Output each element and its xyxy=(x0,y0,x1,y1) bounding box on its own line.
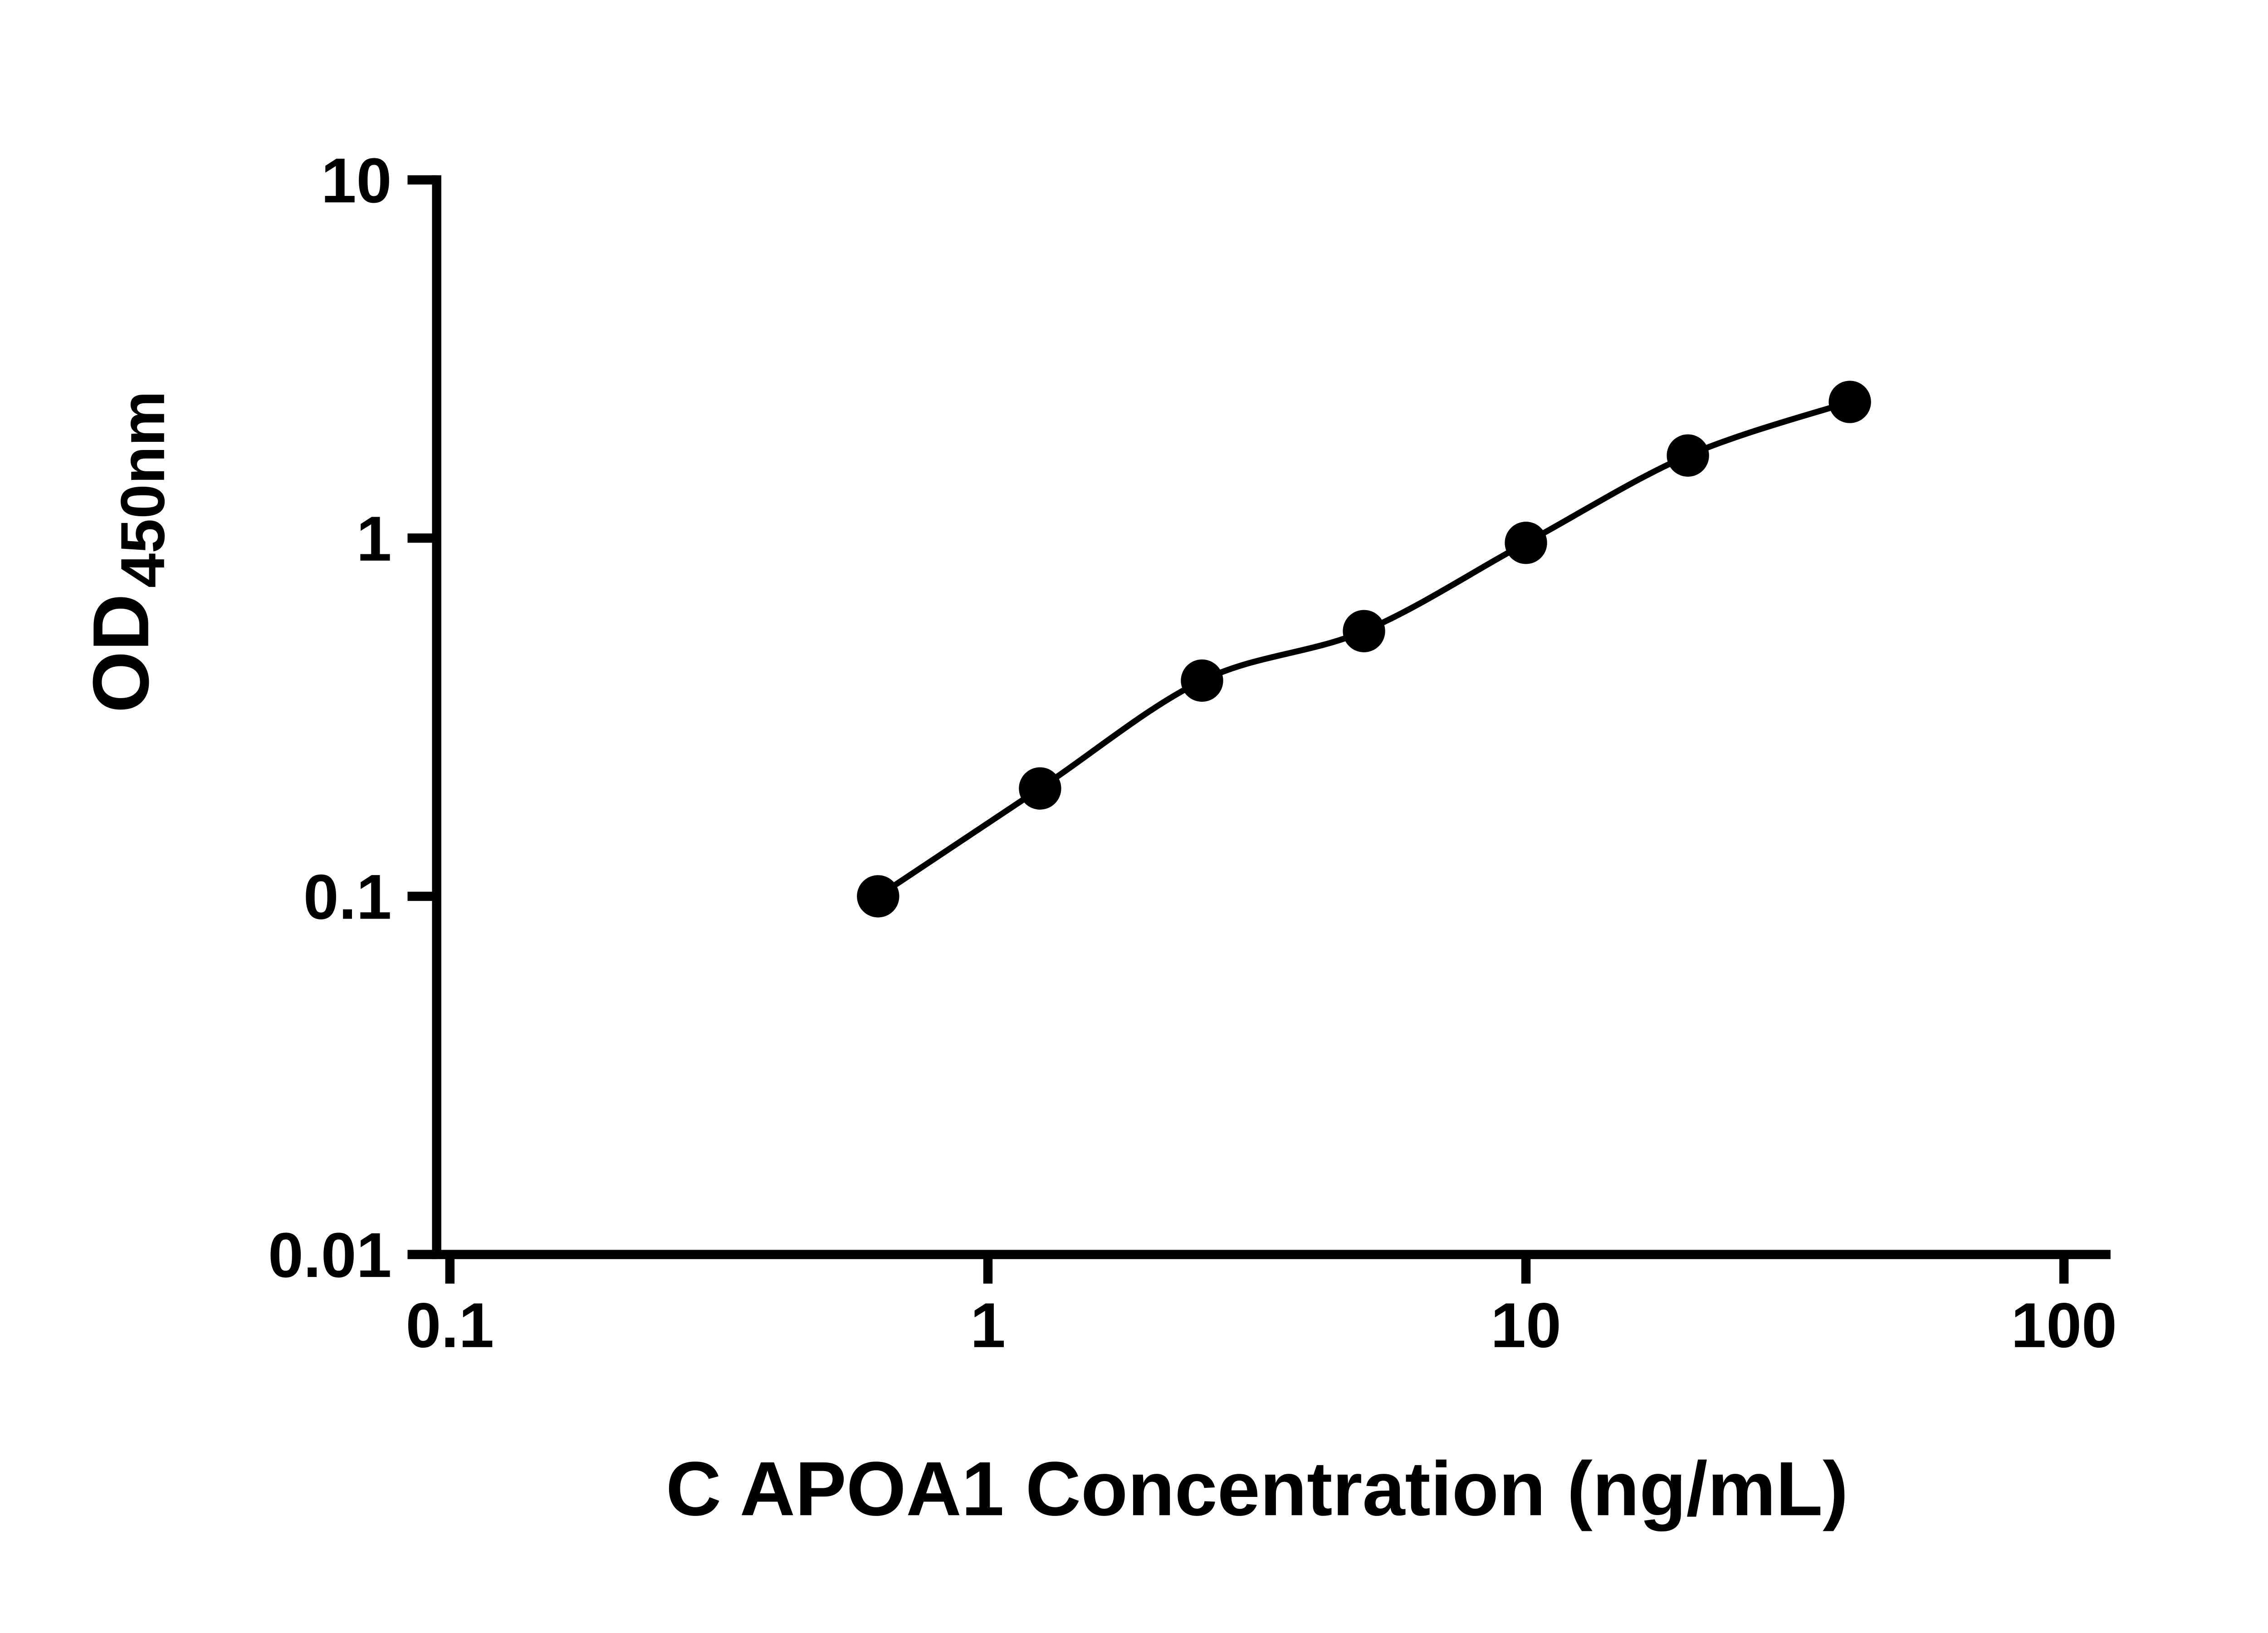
data-point xyxy=(1505,522,1547,564)
data-point xyxy=(1181,659,1223,702)
x-tick-label: 100 xyxy=(2011,1290,2117,1361)
data-point xyxy=(1828,381,1871,423)
data-point xyxy=(857,875,899,918)
x-axis-tick-labels: 0.1 1 10 100 xyxy=(406,1290,2117,1361)
y-axis-title: OD 450nm xyxy=(77,391,178,713)
y-axis-ticks xyxy=(407,175,437,1259)
data-point xyxy=(1343,610,1385,652)
y-tick-label: 0.01 xyxy=(268,1219,392,1291)
y-tick-label: 1 xyxy=(357,503,392,574)
y-axis-title-base: OD xyxy=(77,594,166,713)
data-series xyxy=(857,381,1871,918)
data-point xyxy=(1019,767,1061,810)
data-point xyxy=(1667,434,1709,477)
y-axis-tick-labels: 0.01 0.1 1 10 xyxy=(268,145,392,1291)
x-axis-title: C APOA1 Concentration (ng/mL) xyxy=(666,1446,1848,1531)
y-tick-label: 0.1 xyxy=(303,861,392,932)
y-tick-label: 10 xyxy=(321,145,392,216)
x-axis-ticks xyxy=(445,1254,2069,1284)
axes xyxy=(432,175,2111,1259)
y-axis-title-subscript: 450nm xyxy=(108,391,178,588)
x-tick-label: 1 xyxy=(970,1290,1006,1361)
x-tick-label: 10 xyxy=(1491,1290,1561,1361)
x-tick-label: 0.1 xyxy=(406,1290,494,1361)
